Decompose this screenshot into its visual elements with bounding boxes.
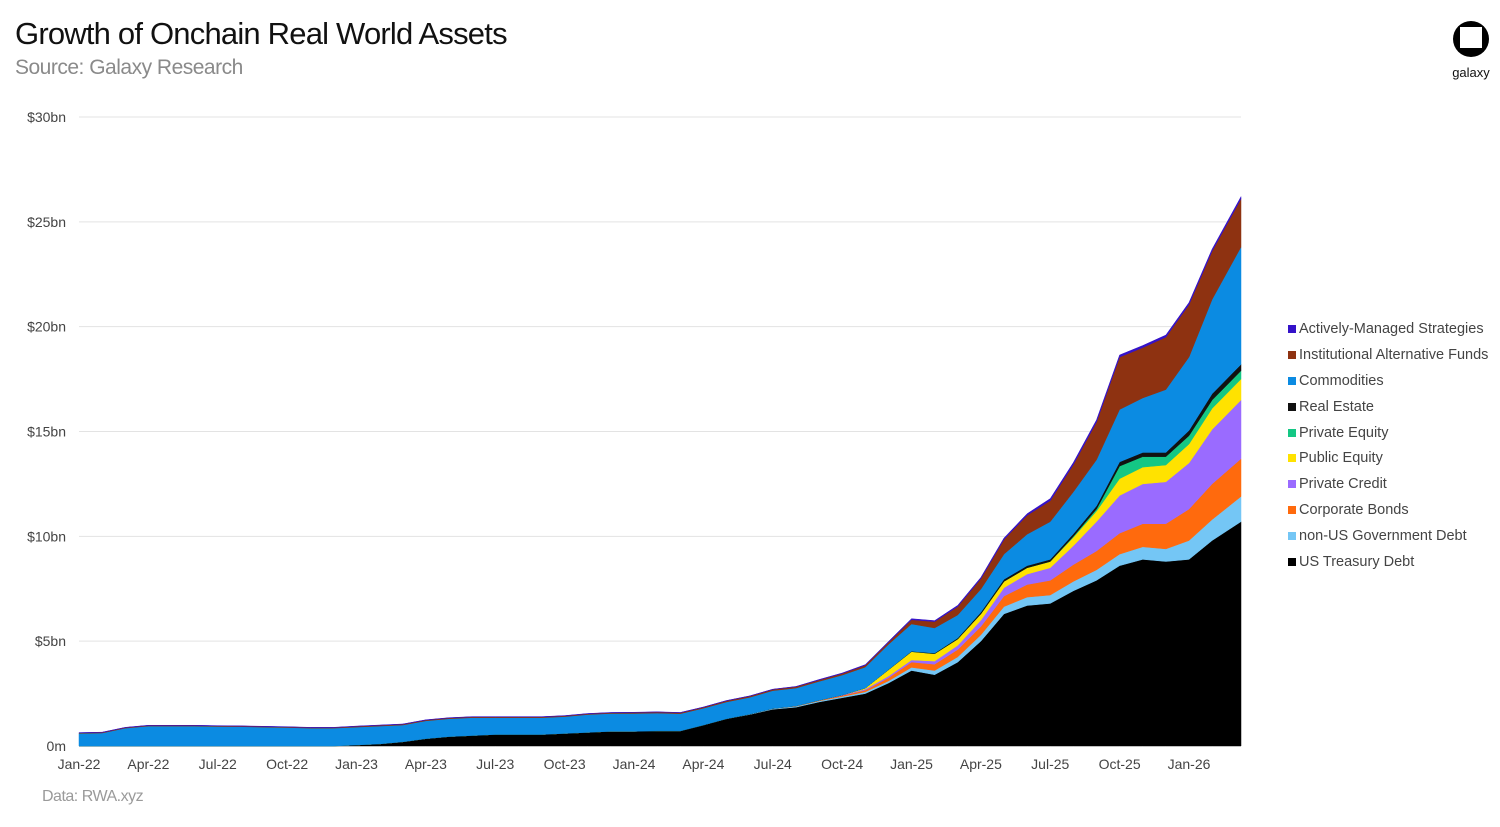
galaxy-logo: galaxy [1448,20,1494,80]
y-tick-label: $15bn [27,424,66,440]
legend-swatch [1288,532,1296,541]
legend-swatch [1288,376,1296,385]
chart-title: Growth of Onchain Real World Assets [15,16,508,51]
y-axis-ticks: 0m $5bn $10bn $15bn $20bn $25bn $30bn [27,109,66,754]
grid-lines [79,116,1241,642]
x-tick-label: Jan-26 [1168,756,1211,772]
legend-item: US Treasury Debt [1288,549,1488,575]
legend-swatch [1288,402,1296,411]
x-tick-label: Jan-22 [58,756,101,772]
legend-label: Actively-Managed Strategies [1299,320,1484,337]
x-tick-label: Jul-22 [199,756,237,772]
logo-text: galaxy [1452,65,1490,80]
x-tick-label: Jul-24 [754,756,792,772]
x-tick-label: Jan-24 [613,756,656,772]
legend-swatch [1288,350,1296,359]
legend-swatch [1288,557,1296,566]
x-tick-label: Jul-25 [1031,756,1069,772]
legend-label: Private Equity [1299,424,1389,441]
x-axis-ticks: Jan-22 Apr-22 Jul-22 Oct-22 Jan-23 Apr-23 Jul-… [58,756,1211,772]
y-tick-label: $5bn [35,633,66,649]
legend-swatch [1288,428,1296,437]
x-tick-label: Oct-22 [266,756,308,772]
area-actively-managed-strategies [78,196,1242,734]
legend-label: Institutional Alternative Funds [1299,346,1489,363]
legend-item: Private Equity [1288,420,1488,446]
y-tick-label: 0m [47,738,66,754]
x-tick-label: Oct-24 [821,756,863,772]
legend-label: Commodities [1299,372,1384,389]
legend-label: Real Estate [1299,398,1374,415]
legend: Actively-Managed Strategies Institutional… [1288,316,1488,575]
legend-item: Commodities [1288,368,1488,394]
x-tick-label: Oct-25 [1099,756,1141,772]
x-tick-label: Jan-25 [890,756,933,772]
legend-item: Public Equity [1288,445,1488,471]
legend-item: Real Estate [1288,394,1488,420]
area-series [78,196,1242,747]
y-tick-label: $20bn [27,319,66,335]
galaxy-logo-icon [1453,21,1489,57]
x-tick-label: Apr-25 [960,756,1002,772]
y-tick-label: $30bn [27,109,66,125]
legend-swatch [1288,506,1296,515]
legend-label: US Treasury Debt [1299,553,1415,570]
x-tick-label: Jul-23 [476,756,514,772]
x-tick-label: Apr-22 [127,756,169,772]
legend-label: non-US Government Debt [1299,528,1467,545]
data-source-note: Data: RWA.xyz [42,788,144,805]
legend-label: Corporate Bonds [1299,502,1409,519]
y-tick-label: $10bn [27,528,66,544]
legend-item: Corporate Bonds [1288,497,1488,523]
legend-item: non-US Government Debt [1288,523,1488,549]
x-tick-label: Apr-23 [405,756,447,772]
legend-swatch [1288,480,1296,489]
x-tick-label: Apr-24 [682,756,724,772]
chart-subtitle: Source: Galaxy Research [15,56,243,79]
x-tick-label: Jan-23 [335,756,378,772]
legend-label: Private Credit [1299,476,1387,493]
legend-item: Private Credit [1288,471,1488,497]
legend-item: Institutional Alternative Funds [1288,342,1488,368]
x-tick-label: Oct-23 [544,756,586,772]
legend-label: Public Equity [1299,450,1383,467]
y-tick-label: $25bn [27,214,66,230]
legend-item: Actively-Managed Strategies [1288,316,1488,342]
legend-swatch [1288,454,1296,463]
legend-swatch [1288,324,1296,333]
